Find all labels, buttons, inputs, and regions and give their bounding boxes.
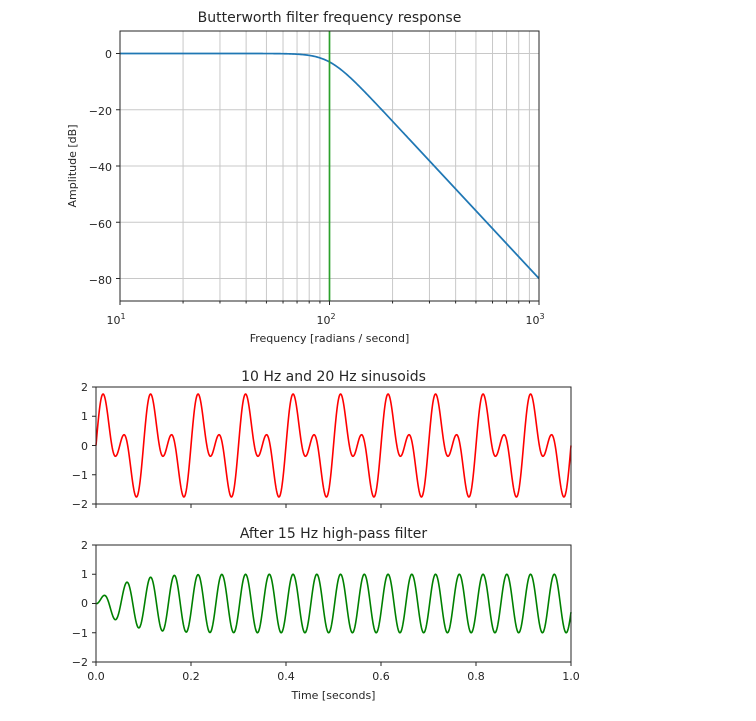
filtered-ytick-label: −1 <box>72 627 88 640</box>
bode-frame <box>119 30 540 302</box>
sinusoids-ytick-label: −1 <box>72 469 88 482</box>
filtered-ytick-label: −2 <box>72 656 88 669</box>
bode-grid <box>116 31 540 305</box>
bode-x-ticks: 101 102 103 <box>106 312 544 327</box>
filtered-title: After 15 Hz high-pass filter <box>240 526 428 542</box>
sinusoids-ytick-label: 2 <box>81 381 88 394</box>
filtered-y-ticks: 2 1 0 −1 −2 <box>72 539 88 669</box>
sinusoids-ytick-label: 0 <box>81 440 88 453</box>
filtered-x-ticks: 0.0 0.2 0.4 0.6 0.8 1.0 <box>87 670 580 683</box>
sinusoids-y-ticks: 2 1 0 −1 −2 <box>72 381 88 511</box>
bode-ylabel: Amplitude [dB] <box>66 125 79 208</box>
filtered-ytick-label: 2 <box>81 539 88 552</box>
filtered-line <box>95 573 572 634</box>
sinusoids-ytick-label: 1 <box>81 410 88 423</box>
sinusoids-ytick-label: −2 <box>72 498 88 511</box>
bode-xtick-label: 101 <box>106 312 125 327</box>
bode-title: Butterworth filter frequency response <box>198 10 462 26</box>
bode-xtick-label: 102 <box>316 312 335 327</box>
filtered-xtick-label: 0.8 <box>467 670 485 683</box>
bode-ytick-label: −60 <box>89 218 112 231</box>
filtered-ytick-label: 1 <box>81 568 88 581</box>
sinusoids-title: 10 Hz and 20 Hz sinusoids <box>241 369 426 385</box>
sinusoids-chart: 10 Hz and 20 Hz sinusoids 2 1 0 −1 −2 <box>72 369 572 511</box>
bode-y-ticks: 0 −20 −40 −60 −80 <box>89 48 112 287</box>
sinusoids-tick-marks <box>92 386 572 508</box>
filtered-xtick-label: 0.0 <box>87 670 105 683</box>
filtered-xtick-label: 0.2 <box>182 670 200 683</box>
bode-ytick-label: −20 <box>89 105 112 118</box>
filtered-xtick-label: 0.4 <box>277 670 295 683</box>
filtered-xtick-label: 1.0 <box>562 670 580 683</box>
filtered-xtick-label: 0.6 <box>372 670 390 683</box>
bode-chart: Butterworth filter frequency response 0 … <box>66 10 545 345</box>
filtered-ytick-label: 0 <box>81 597 88 610</box>
bode-xtick-label: 103 <box>525 312 544 327</box>
bode-xlabel: Frequency [radians / second] <box>250 332 410 345</box>
filtered-chart: After 15 Hz high-pass filter 2 1 0 −1 −2… <box>72 526 580 702</box>
bode-ytick-label: 0 <box>105 48 112 61</box>
bode-ytick-label: −40 <box>89 161 112 174</box>
sinusoids-line <box>95 393 572 498</box>
filtered-tick-marks <box>92 544 572 666</box>
bode-ytick-label: −80 <box>89 274 112 287</box>
filtered-frame <box>95 544 572 663</box>
filtered-xlabel: Time [seconds] <box>291 689 376 702</box>
